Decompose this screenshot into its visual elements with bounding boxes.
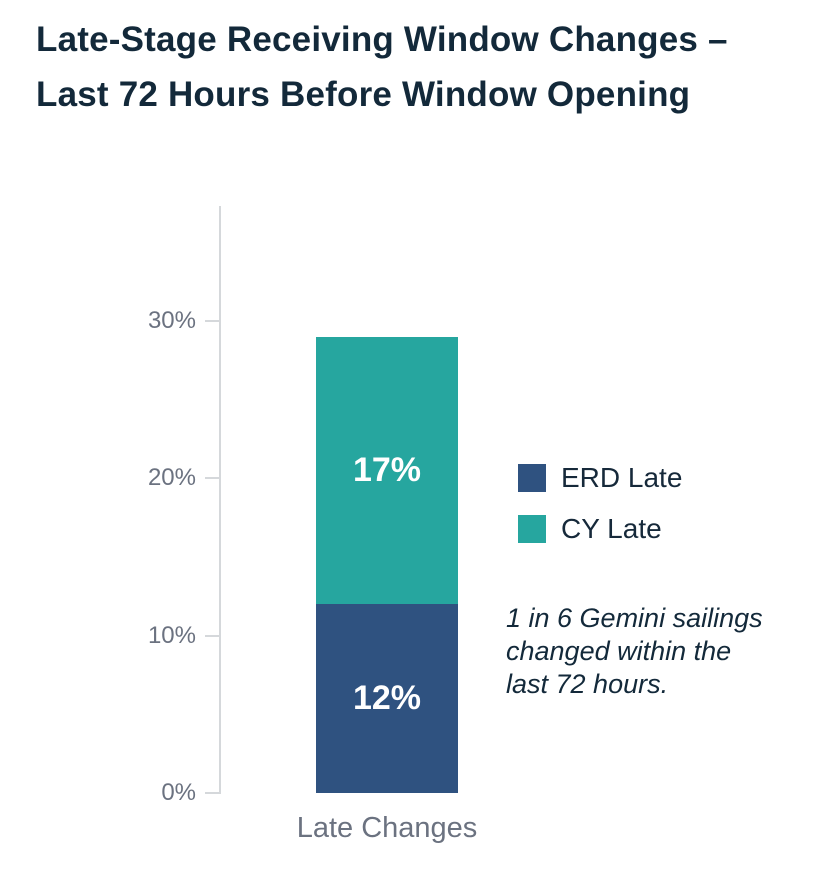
y-axis-line [219, 206, 221, 794]
annotation-line-1: 1 in 6 Gemini sailings [506, 603, 763, 633]
y-axis-tick-label-30: 30% [147, 307, 196, 335]
y-axis-tick-0 [205, 792, 219, 794]
legend-swatch-erd-late [518, 464, 546, 492]
legend-item-cy-late: CY Late [518, 513, 682, 545]
annotation-line-2: changed within the [506, 636, 732, 666]
x-axis-category-label: Late Changes [296, 812, 478, 844]
bar-segment-cy-late: 17% [316, 337, 458, 604]
annotation-callout: 1 in 6 Gemini sailings changed within th… [506, 602, 796, 701]
bar-segment-erd-late: 12% [316, 604, 458, 793]
bar-segment-cy-late-value-label: 17% [352, 451, 422, 489]
chart-title: Late-Stage Receiving Window Changes – La… [36, 12, 728, 122]
chart-title-line-2: Last 72 Hours Before Window Opening [36, 75, 691, 114]
y-axis-tick-30 [205, 320, 219, 323]
bar-segment-erd-late-value-label: 12% [352, 679, 422, 717]
stacked-bar-late-changes: 12% 17% [316, 337, 458, 793]
legend-label-erd-late: ERD Late [561, 462, 683, 493]
legend-label-cy-late: CY Late [561, 513, 662, 544]
legend-item-erd-late: ERD Late [518, 462, 682, 494]
legend-swatch-cy-late [518, 515, 546, 543]
y-axis-tick-label-20: 20% [147, 464, 196, 492]
y-axis-tick-10 [205, 634, 219, 637]
annotation-line-3: last 72 hours. [506, 669, 669, 699]
y-axis-tick-label-10: 10% [147, 621, 196, 649]
chart-title-line-1: Late-Stage Receiving Window Changes – [36, 20, 728, 59]
y-axis-tick-20 [205, 477, 219, 480]
y-axis-tick-label-0: 0% [161, 779, 196, 806]
legend: ERD Late CY Late [518, 462, 682, 545]
